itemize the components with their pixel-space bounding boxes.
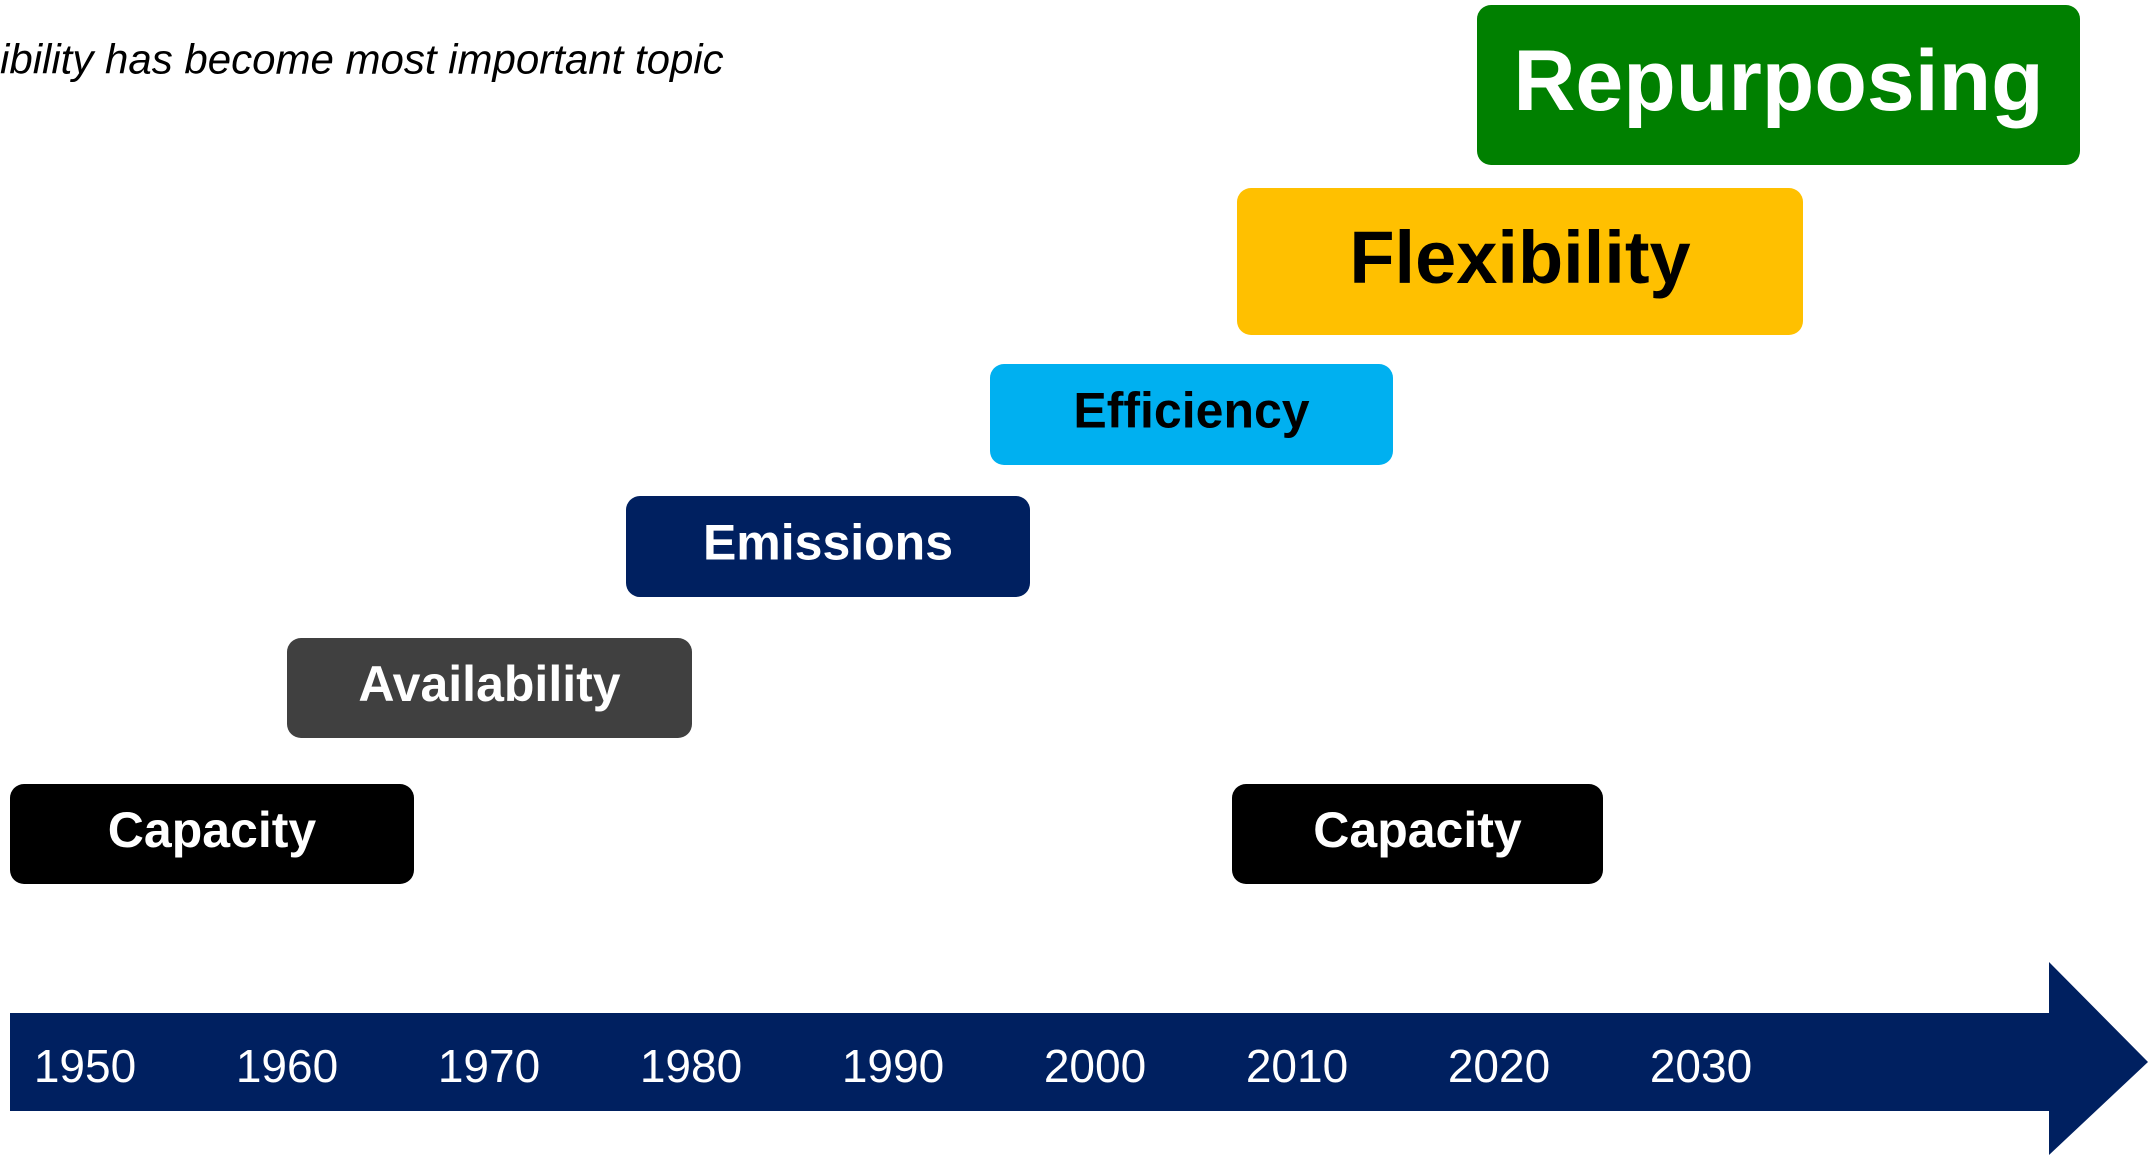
topic-label: Emissions — [703, 515, 953, 571]
year-label: 1950 — [34, 1040, 136, 1092]
subtitle: ibility has become most important topic — [0, 36, 724, 83]
topic-box — [10, 784, 414, 884]
year-label: 2000 — [1044, 1040, 1146, 1092]
year-label: 1960 — [236, 1040, 338, 1092]
topic-box — [1477, 5, 2080, 165]
year-label: 1990 — [842, 1040, 944, 1092]
topic-box — [1237, 188, 1803, 335]
year-label: 1970 — [438, 1040, 540, 1092]
year-label: 2010 — [1246, 1040, 1348, 1092]
topic-box — [287, 638, 692, 738]
year-label: 2020 — [1448, 1040, 1550, 1092]
topic-label: Repurposing — [1513, 33, 2043, 129]
topic-label: Capacity — [108, 802, 317, 858]
topic-label: Efficiency — [1073, 383, 1309, 439]
year-label: 2030 — [1650, 1040, 1752, 1092]
topic-label: Flexibility — [1349, 216, 1690, 299]
topic-label: Availability — [358, 656, 620, 712]
year-label: 1980 — [640, 1040, 742, 1092]
topic-box — [626, 496, 1030, 597]
topic-label: Capacity — [1313, 802, 1522, 858]
topic-box — [1232, 784, 1603, 884]
topic-box — [990, 364, 1393, 465]
timeline-arrow — [10, 962, 2148, 1155]
